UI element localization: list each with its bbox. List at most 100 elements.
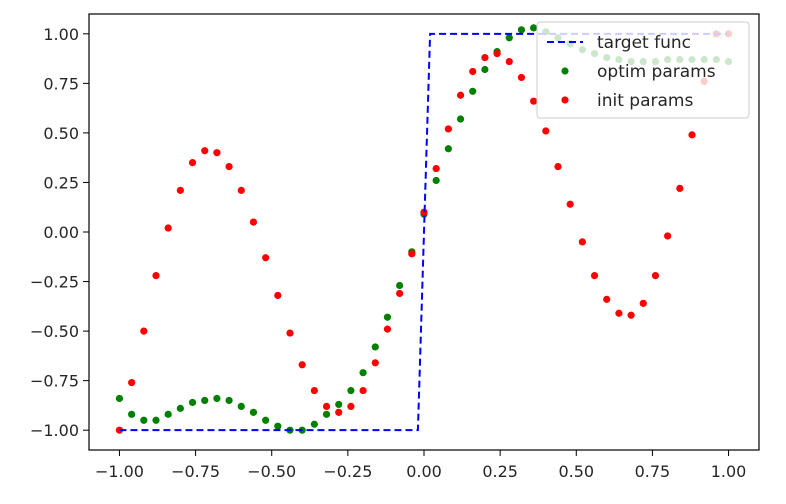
y-tick-label: −0.50	[30, 322, 79, 341]
data-point	[115, 394, 124, 403]
data-point	[152, 416, 160, 424]
data-point	[456, 91, 465, 99]
y-tick-label: 1.00	[43, 25, 79, 44]
data-point	[176, 186, 184, 194]
data-point	[164, 224, 172, 232]
data-point	[676, 184, 684, 192]
x-tick-label: −0.25	[323, 462, 372, 481]
legend-label: target func	[597, 33, 691, 53]
data-point	[530, 97, 538, 105]
data-point	[396, 289, 404, 298]
data-point	[688, 131, 696, 139]
data-point	[542, 127, 550, 135]
data-point	[530, 24, 538, 32]
data-point	[554, 163, 562, 171]
data-point	[201, 147, 209, 155]
data-point	[310, 386, 318, 395]
data-point	[274, 422, 282, 430]
legend-box	[536, 21, 750, 119]
x-tick-label: −1.00	[95, 462, 144, 481]
data-point	[298, 361, 306, 369]
data-point	[140, 416, 148, 424]
data-point	[322, 410, 331, 418]
data-point	[237, 186, 245, 194]
data-point	[603, 295, 611, 303]
y-tick-label: 0.50	[43, 124, 79, 143]
x-tick-label: −0.50	[247, 462, 296, 481]
data-point	[237, 402, 245, 410]
data-point	[164, 410, 172, 418]
data-point	[444, 145, 452, 153]
y-tick-label: −1.00	[30, 421, 79, 440]
data-point	[383, 325, 392, 333]
legend-label: init params	[597, 91, 693, 111]
data-point	[335, 400, 343, 409]
data-point	[432, 176, 440, 185]
data-point	[347, 386, 355, 395]
plot-content	[115, 24, 733, 434]
series-init-params	[115, 30, 733, 434]
data-point	[225, 396, 233, 405]
data-point	[505, 57, 513, 66]
data-point	[347, 402, 355, 410]
data-point	[335, 408, 343, 416]
data-point	[359, 386, 367, 395]
data-point	[371, 343, 379, 351]
data-point	[286, 329, 294, 337]
data-point	[188, 398, 197, 407]
data-point	[249, 218, 258, 226]
x-tick-label: 0.75	[635, 462, 671, 481]
data-point	[505, 34, 513, 42]
y-tick-label: 0.75	[43, 74, 79, 93]
data-point	[590, 272, 599, 280]
data-point	[213, 149, 221, 157]
data-point	[639, 299, 647, 307]
data-point	[140, 327, 148, 335]
x-tick-label: 1.00	[711, 462, 747, 481]
data-point	[578, 238, 586, 246]
data-point	[262, 416, 270, 424]
x-tick-label: 0.00	[406, 462, 442, 481]
data-point	[627, 311, 635, 319]
series-target-func	[119, 32, 729, 432]
y-tick-label: 0.25	[43, 173, 79, 192]
data-point	[481, 65, 489, 74]
data-point	[566, 200, 574, 208]
data-point	[469, 87, 477, 95]
data-point	[128, 410, 136, 418]
data-point	[396, 281, 404, 290]
y-tick-label: 0.00	[43, 223, 79, 242]
x-tick-label: −0.75	[171, 462, 220, 481]
data-point	[444, 125, 452, 133]
data-point	[249, 408, 258, 416]
data-point	[188, 159, 197, 167]
x-axis: −1.00 −0.75 −0.50 −0.25 0.00 0.25 0.50 0.75 1.00	[95, 450, 746, 481]
data-point	[359, 369, 367, 377]
x-tick-label: 0.50	[558, 462, 594, 481]
data-point	[322, 402, 331, 410]
data-point	[456, 115, 465, 123]
data-point	[201, 396, 209, 405]
data-point	[371, 359, 379, 367]
legend-label: optim params	[597, 62, 716, 82]
data-point	[225, 163, 233, 171]
data-point	[310, 420, 318, 428]
y-tick-label: −0.75	[30, 372, 79, 391]
legend: target func optim params init params	[536, 21, 750, 119]
data-point	[420, 208, 428, 216]
data-point	[176, 404, 184, 412]
data-point	[615, 309, 623, 317]
data-point	[651, 272, 660, 280]
data-point	[517, 73, 526, 82]
data-point	[152, 272, 160, 280]
data-point	[432, 164, 440, 173]
data-point	[408, 250, 416, 258]
y-tick-label: −0.25	[30, 273, 79, 292]
data-point	[469, 67, 477, 76]
x-tick-label: 0.25	[482, 462, 518, 481]
data-point	[213, 394, 221, 403]
data-point	[383, 313, 392, 321]
data-point	[262, 254, 270, 262]
data-point	[493, 50, 501, 58]
